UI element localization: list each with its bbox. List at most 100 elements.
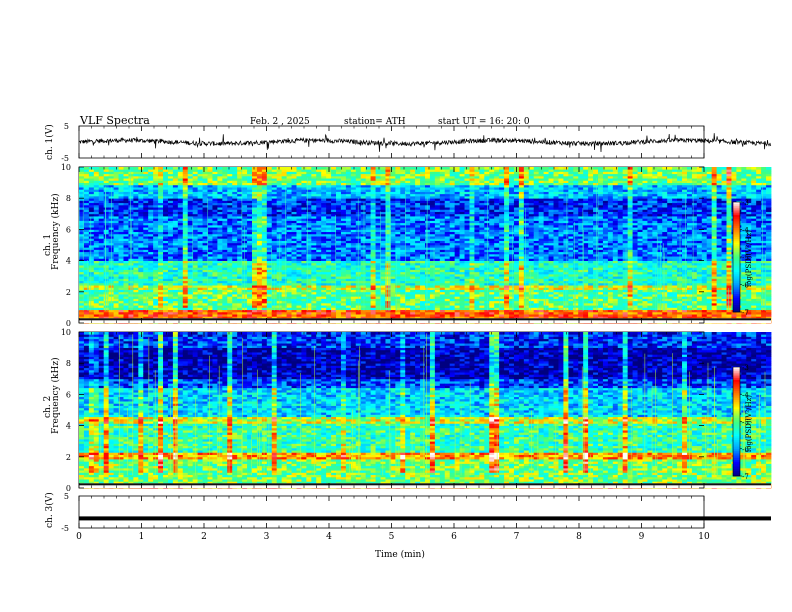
spectrogram-cell: [148, 302, 154, 306]
spectrogram-cell: [172, 182, 179, 186]
spectrogram-cell: [128, 265, 134, 268]
spectrogram-cell: [212, 171, 218, 175]
spectrogram-cell: [83, 169, 90, 172]
spectrogram-cell: [197, 182, 203, 186]
spectrogram-cell: [212, 314, 218, 317]
spectrogram-cell: [133, 296, 139, 299]
spectrogram-cell: [148, 287, 154, 290]
spectrogram-cell: [153, 227, 159, 230]
spectrogram-cell: [232, 265, 238, 268]
spectrogram-cell: [182, 173, 189, 177]
spectrogram-cell: [148, 249, 154, 253]
spectrogram-cell: [232, 251, 238, 255]
spectrogram-cell: [83, 294, 90, 297]
spectrogram-cell: [232, 267, 238, 270]
spectrogram-cell: [197, 195, 203, 199]
spectrogram-cell: [202, 187, 208, 190]
spectrogram-cell: [93, 258, 100, 261]
spectrogram-cell: [222, 175, 228, 179]
spectrogram-cell: [167, 302, 174, 306]
spectrogram-cell: [113, 245, 119, 248]
spectrogram-cell: [172, 278, 179, 282]
spectrogram-cell: [103, 195, 110, 199]
spectrogram-cell: [212, 269, 218, 273]
spectrogram-cell: [83, 204, 90, 208]
spectrogram-cell: [237, 238, 243, 241]
spectrogram-cell: [128, 191, 134, 195]
spectrogram-cell: [158, 189, 164, 192]
spectrogram-cell: [138, 262, 144, 266]
spectrogram-cell: [153, 314, 159, 317]
spectrogram-cell: [133, 240, 139, 244]
spectrogram-cell: [212, 236, 218, 239]
spectrogram-cell: [192, 291, 199, 295]
spectrogram-cell: [79, 273, 85, 277]
spectrogram-cell: [128, 218, 134, 221]
spectrogram-cell: [202, 218, 208, 221]
spectrogram-cell: [98, 289, 105, 293]
spectrogram-cell: [103, 204, 110, 208]
spectrogram-cell: [133, 305, 139, 308]
spectrogram-cell: [118, 224, 124, 228]
spectrogram-cell: [207, 253, 213, 257]
spectrogram-cell: [103, 300, 110, 304]
spectrogram-cell: [138, 233, 144, 237]
spectrogram-cell: [177, 276, 184, 279]
spectrogram-cell: [207, 260, 213, 264]
spectrogram-cell: [88, 231, 95, 235]
spectrogram-cell: [153, 298, 159, 302]
spectrogram-cell: [182, 198, 189, 201]
spectrogram-cell: [237, 316, 243, 319]
spectrogram-cell: [197, 307, 203, 311]
spectrogram-cell: [133, 265, 139, 268]
spectrogram-cell: [232, 198, 238, 201]
spectrogram-cell: [227, 245, 233, 248]
spectrogram-cell: [197, 289, 203, 293]
spectrogram-cell: [192, 269, 199, 273]
spectrogram-cell: [182, 280, 189, 284]
spectrogram-cell: [182, 191, 189, 195]
spectrogram-cell: [237, 269, 243, 273]
spectrogram-cell: [207, 182, 213, 186]
spectrogram-cell: [212, 222, 218, 226]
spectrogram-cell: [207, 216, 213, 219]
spectrogram-cell: [212, 238, 218, 241]
spectrogram-cell: [167, 231, 174, 235]
spectrogram-cell: [177, 180, 184, 183]
spectrogram-cell: [103, 280, 110, 284]
spectrogram-cell: [197, 294, 203, 297]
spectrogram-cell: [187, 260, 194, 264]
spectrogram-cell: [167, 256, 174, 259]
spectrogram-cell: [167, 253, 174, 257]
spectrogram-cell: [207, 307, 213, 311]
spectrogram-cell: [133, 262, 139, 266]
spectrogram-cell: [187, 305, 194, 308]
spectrogram-cell: [237, 307, 243, 311]
spectrogram-cell: [123, 240, 129, 244]
spectrogram-cell: [128, 260, 134, 264]
spectrogram-cell: [187, 209, 194, 212]
spectrogram-cell: [202, 220, 208, 224]
spectrogram-cell: [177, 207, 184, 210]
spectrogram-cell: [207, 173, 213, 177]
spectrogram-cell: [163, 271, 169, 275]
spectrogram-cell: [79, 291, 85, 295]
spectrogram-cell: [232, 173, 238, 177]
spectrogram-cell: [123, 285, 129, 288]
spectrogram-cell: [113, 247, 119, 250]
spectrogram-cell: [187, 282, 194, 286]
spectrogram-cell: [222, 207, 228, 210]
spectrogram-cell: [227, 195, 233, 199]
spectrogram-cell: [118, 213, 124, 217]
spectrogram-cell: [172, 273, 179, 277]
spectrogram-cell: [212, 245, 218, 248]
spectrogram-cell: [118, 276, 124, 279]
spectrogram-cell: [103, 211, 110, 215]
spectrogram-cell: [227, 242, 233, 246]
spectrogram-cell: [202, 267, 208, 270]
spectrogram-cell: [172, 207, 179, 210]
spectrogram-cell: [212, 251, 218, 255]
spectrogram-cell: [167, 314, 174, 317]
spectrogram-cell: [197, 229, 203, 233]
spectrogram-cell: [153, 213, 159, 217]
